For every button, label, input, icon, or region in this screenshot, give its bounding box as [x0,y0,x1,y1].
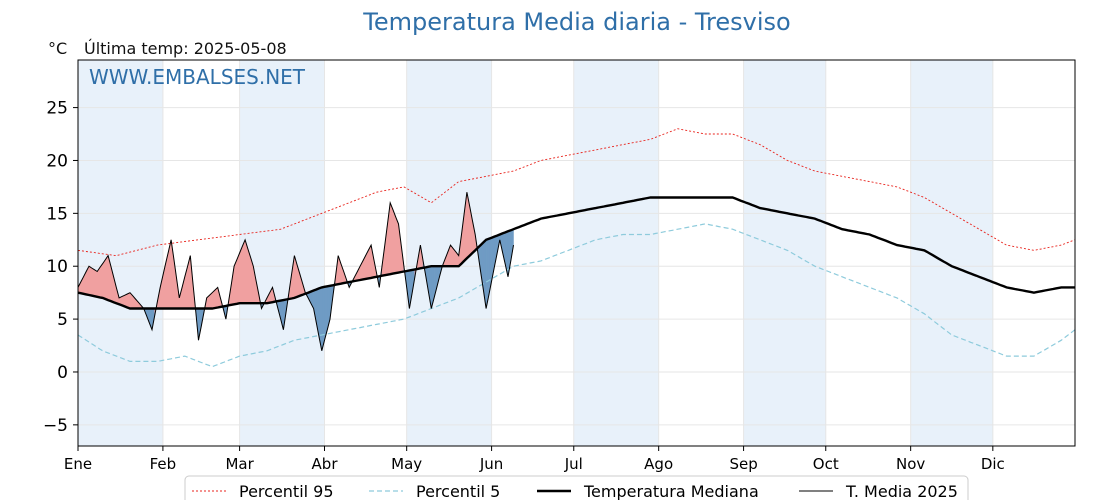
fill-above-median [99,262,103,299]
fill-above-median [389,202,394,275]
x-tick-label-oct: Oct [813,455,839,473]
month-band-nov [910,60,993,446]
x-axis: Ene Feb Mar Abr May Jun Jul Ago Sep Oct Nov Dic [64,446,1005,473]
month-band-sep [743,60,826,446]
y-tick-label: 25 [46,99,68,119]
y-tick-label: 5 [57,310,68,330]
legend-label-current: T. Media 2025 [845,482,958,500]
month-band-ene [78,60,163,446]
x-tick-label-mar: Mar [225,455,254,473]
last-temp-label: Última temp: 2025-05-08 [84,39,287,58]
watermark: WWW.EMBALSES.NET [89,65,306,89]
fill-above-median [127,292,131,309]
plot-frame [77,59,1076,447]
legend-label-median: Temperatura Mediana [583,482,759,500]
x-tick-label-jul: Jul [564,455,583,473]
fill-above-median [94,269,98,298]
month-band-jul [573,60,659,446]
chart-title: Temperatura Media diaria - Tresviso [363,8,791,36]
y-tick-label: 15 [46,204,68,224]
x-tick-label-dic: Dic [981,455,1005,473]
month-bands [78,60,993,446]
series-line-p95 [77,128,1076,257]
month-band-mar [239,60,325,446]
fill-above-median [239,246,243,304]
fill-above-median [244,239,249,304]
y-tick-label: 10 [46,257,68,277]
fill-above-median [102,258,106,300]
y-tick-label: 0 [57,363,68,383]
x-tick-label-jun: Jun [479,455,503,473]
x-tick-label-ago: Ago [644,455,673,473]
fill-above-median [395,216,399,274]
legend: Percentil 95 Percentil 5 Temperatura Media… [184,475,969,500]
x-tick-label-nov: Nov [896,455,925,473]
series-lines [77,128,1076,368]
x-tick-label-feb: Feb [150,455,177,473]
legend-label-p5: Percentil 5 [416,482,500,500]
fill-above-median [392,209,396,274]
y-tick-label: 20 [46,151,68,171]
fill-above-median [91,267,95,297]
y-axis: −5 0 5 10 15 20 25 [43,99,78,436]
legend-label-p95: Percentil 95 [239,482,334,500]
fill-above-median [236,252,240,305]
fill-above-median [214,286,218,309]
fill-above-median [242,239,246,304]
x-tick-label-abr: Abr [312,455,339,473]
series-line-median [77,196,1075,310]
x-tick-label-may: May [391,455,422,473]
legend-box [184,475,969,500]
x-tick-label-sep: Sep [729,455,757,473]
fill-above-median [96,266,101,298]
x-tick-label-ene: Ene [64,455,92,473]
fill-above-median [88,265,92,296]
series-line-p5 [77,223,1076,368]
y-unit-label: °C [48,39,68,58]
series-line-current [77,192,514,351]
fill-above-median [105,254,109,301]
y-tick-label: −5 [43,416,68,436]
